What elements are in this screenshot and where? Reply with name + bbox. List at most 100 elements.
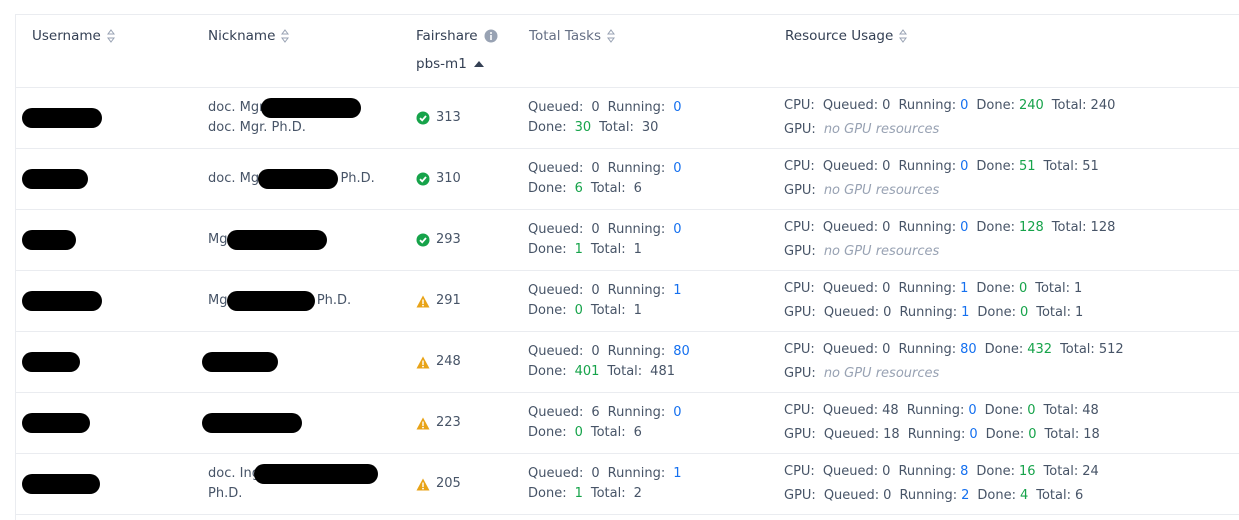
label: Running:: [607, 405, 666, 420]
label: Done:: [528, 486, 567, 501]
value: 1: [574, 486, 583, 501]
value: 0: [673, 100, 682, 115]
no-gpu-text: no GPU resources: [823, 183, 940, 198]
value: 4: [1019, 488, 1029, 503]
username-cell: [22, 210, 76, 270]
resource-cell: CPU: Queued: 0 Running: 8 Done: 16 Total: 24 GPU:…: [784, 454, 1107, 514]
column-header[interactable]: Resource Usage: [785, 28, 908, 44]
label: Total:: [590, 486, 626, 501]
label: Running:: [607, 283, 666, 298]
tasks-cell: Queued: 0 Running: 80 Done: 401 Total: 481: [528, 332, 698, 392]
value: 0: [882, 464, 891, 479]
label: CPU:: [784, 464, 815, 479]
header-text: pbs-m1: [416, 56, 467, 72]
nickname-line: [202, 352, 280, 372]
cpu-line: CPU: Queued: 0 Running: 0 Done: 240 Total: 240: [784, 94, 1123, 118]
value: 0: [968, 403, 977, 418]
status-icon: [416, 233, 430, 247]
redaction: [22, 291, 102, 311]
label: Total:: [590, 181, 626, 196]
nickname-line: doc. Mgr. Ph.D.: [208, 118, 363, 138]
username-cell: [22, 454, 100, 514]
label: Done:: [528, 425, 567, 440]
column-header[interactable]: Username: [32, 28, 115, 44]
value: 48: [882, 403, 899, 418]
redaction: [226, 291, 315, 311]
redaction: [261, 98, 362, 118]
nickname-cell: [202, 393, 304, 453]
redaction: [22, 352, 80, 372]
label: Total:: [607, 364, 643, 379]
value: 0: [591, 283, 600, 298]
nickname-line: doc. Mgr Ph.D.: [208, 169, 375, 189]
column-header[interactable]: Total Tasks: [529, 28, 615, 44]
header-text: Username: [32, 28, 101, 44]
value: 240: [1090, 98, 1116, 113]
redaction: [22, 413, 90, 433]
table-header: Username Nickname Fairshare pbs-m1 Total…: [16, 15, 1239, 88]
label: CPU:: [784, 220, 815, 235]
status-icon: [416, 172, 430, 186]
label: Total:: [590, 303, 626, 318]
label: GPU:: [784, 488, 816, 503]
tasks-cell: Queued: 6 Running: 0 Done: 0 Total: 6: [528, 393, 690, 453]
table-row: Mgr 293 Queued: 0 Running: 0 Done: 1 Total: 1 CPU:…: [16, 210, 1239, 271]
value: 0: [673, 405, 682, 420]
column-header[interactable]: pbs-m1: [416, 56, 485, 72]
cpu-line: CPU: Queued: 0 Running: 0 Done: 128 Total: 128: [784, 216, 1123, 240]
nickname-line: doc. Mgr.: [208, 98, 363, 118]
column-header[interactable]: Fairshare: [416, 28, 498, 44]
label: Queued:: [528, 466, 584, 481]
label: Total:: [1043, 403, 1079, 418]
table: Username Nickname Fairshare pbs-m1 Total…: [15, 14, 1239, 520]
value: 0: [969, 427, 978, 442]
label: Running:: [898, 464, 957, 479]
value: 1: [633, 242, 642, 257]
nickname-text: doc. Mgr. Ph.D.: [208, 120, 306, 135]
label: Total:: [1044, 427, 1080, 442]
nickname-text: Mgr: [208, 293, 233, 308]
value: 30: [574, 120, 592, 135]
label: Done:: [528, 181, 567, 196]
value: 0: [1018, 281, 1028, 296]
fairshare-value: 313: [436, 110, 461, 125]
label: Done:: [976, 220, 1015, 235]
value: 0: [591, 466, 600, 481]
header-text: Fairshare: [416, 28, 478, 44]
label: Queued:: [822, 464, 879, 479]
value: 6: [574, 181, 583, 196]
fairshare-cell: 291: [416, 271, 461, 331]
label: Running:: [607, 161, 666, 176]
value: 0: [883, 305, 892, 320]
value: 0: [960, 98, 969, 113]
label: Queued:: [823, 427, 880, 442]
value: 6: [591, 405, 600, 420]
resource-cell: CPU: Queued: 0 Running: 0 Done: 240 Total: 240 GP…: [784, 88, 1123, 148]
redaction: [258, 169, 339, 189]
value: 432: [1027, 342, 1053, 357]
label: Total:: [1043, 464, 1079, 479]
label: Done:: [985, 427, 1025, 442]
username-cell: [22, 88, 102, 148]
table-row: doc. Mgr Ph.D. 310 Queued: 0 Running: 0 Done: 6 T…: [16, 149, 1239, 210]
column-header[interactable]: Nickname: [208, 28, 290, 44]
label: Running:: [907, 427, 966, 442]
sort-icon: [106, 29, 115, 43]
tasks-line: Queued: 6 Running: 0: [528, 403, 690, 423]
label: Done:: [976, 159, 1015, 174]
tasks-line: Done: 401 Total: 481: [528, 362, 698, 382]
nickname-cell: doc. Mgr Ph.D.: [208, 149, 375, 209]
nickname-line: Ph.D.: [208, 484, 380, 504]
value: 0: [591, 344, 600, 359]
label: Queued:: [528, 222, 584, 237]
nickname-line: Mgr Ph.D.: [208, 291, 351, 311]
gpu-line: GPU: no GPU resources: [784, 240, 1123, 264]
value: 1: [961, 305, 970, 320]
value: 30: [641, 120, 659, 135]
value: 0: [673, 222, 682, 237]
value: 16: [1018, 464, 1036, 479]
label: Total:: [1051, 220, 1087, 235]
resource-cell: CPU: Queued: 48 Running: 0 Done: 0 Total: 48 GPU:…: [784, 393, 1108, 453]
no-gpu-text: no GPU resources: [823, 366, 940, 381]
